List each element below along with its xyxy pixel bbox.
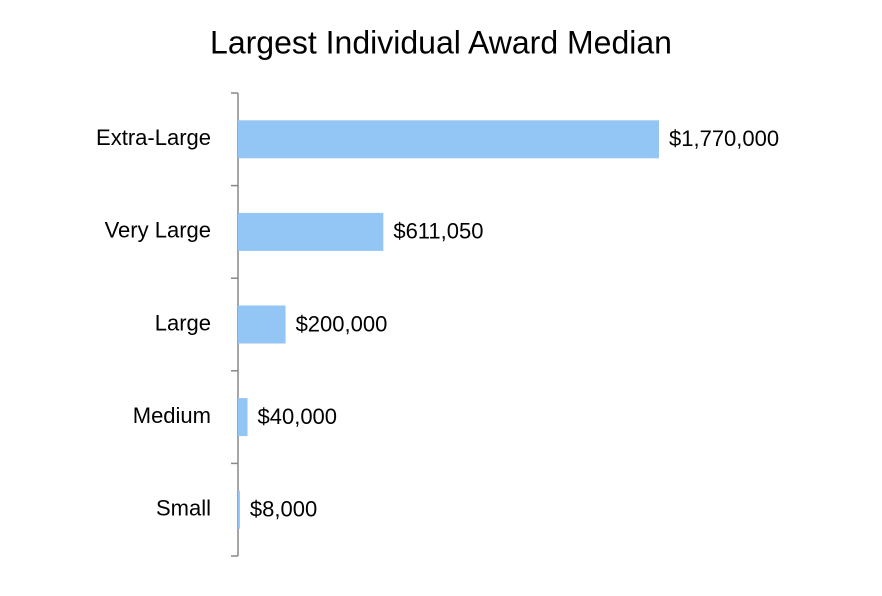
bar	[238, 212, 384, 251]
chart-title: Largest Individual Award Median	[210, 24, 672, 60]
bar	[238, 398, 248, 437]
y-tick-label: Small	[156, 496, 211, 521]
value-label: $1,770,000	[669, 126, 779, 151]
value-label: $8,000	[250, 497, 317, 522]
y-tick-label: Large	[155, 310, 211, 335]
bar	[238, 305, 286, 344]
bar	[238, 120, 659, 159]
y-tick-label: Extra-Large	[96, 125, 211, 150]
value-label: $200,000	[296, 311, 388, 336]
value-label: $611,050	[393, 219, 483, 244]
value-label: $40,000	[258, 404, 338, 429]
y-tick-label: Medium	[133, 403, 211, 428]
y-tick-label: Very Large	[105, 218, 211, 243]
bar	[238, 490, 240, 529]
